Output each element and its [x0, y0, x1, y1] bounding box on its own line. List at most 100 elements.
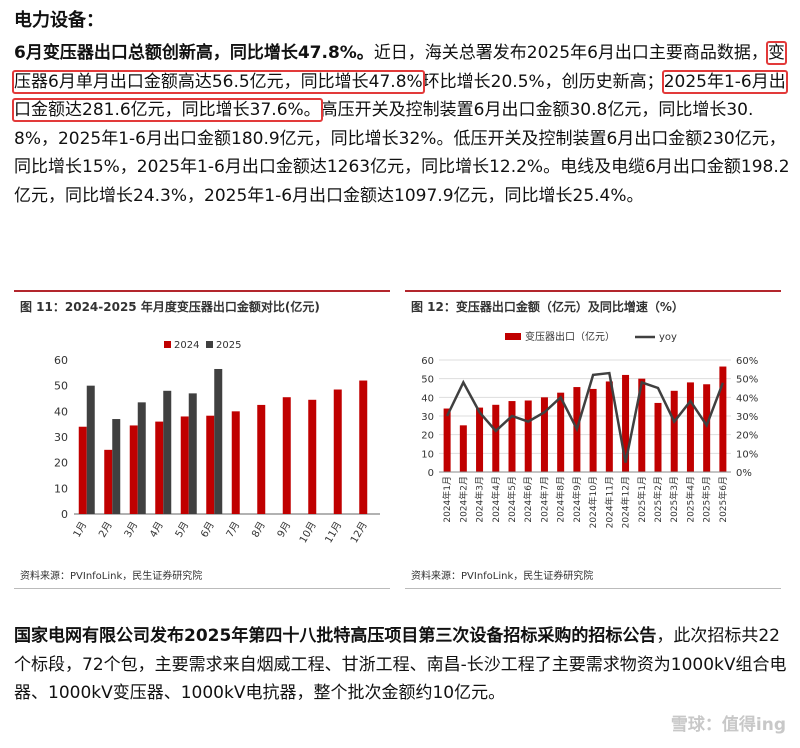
y-tick-label: 30	[54, 431, 68, 444]
y-right-tick-label: 0%	[736, 468, 752, 479]
legend-label: 变压器出口（亿元）	[525, 330, 615, 343]
x-tick-label: 2024年10月	[587, 476, 599, 528]
y-right-tick-label: 30%	[736, 412, 758, 423]
legend-label: yoy	[659, 332, 677, 343]
bar	[155, 421, 164, 514]
paragraph-text: 近日，海关总署发布2025年6月出口主要商品数据，	[373, 43, 768, 63]
x-tick-label: 2024年7月	[538, 476, 550, 523]
x-tick-label: 2025年4月	[684, 476, 696, 523]
x-tick-label: 7月	[224, 520, 243, 540]
chart-export-yoy: 图 12：变压器出口金额（亿元）及同比增速（%） 变压器出口（亿元） yoy 0 10…	[405, 290, 781, 589]
bar	[540, 397, 548, 472]
x-tick-label: 2025年3月	[668, 476, 680, 523]
bar	[257, 404, 266, 514]
y-right-tick-label: 20%	[736, 431, 758, 442]
y-tick-label: 10	[54, 482, 68, 495]
x-tick-label: 2024年1月	[441, 476, 453, 523]
x-tick-label: 6月	[198, 520, 217, 540]
bar	[492, 404, 500, 472]
x-tick-label: 11月	[323, 520, 345, 546]
x-tick-label: 2月	[96, 520, 115, 540]
bar	[214, 368, 223, 514]
bar	[476, 407, 484, 472]
x-tick-label: 1月	[71, 520, 90, 540]
x-tick-label: 2025年2月	[652, 476, 664, 523]
paragraph-text: ，此次招标共22个标段，72个包，主要需求来自烟威工程、甘浙工程、南昌-长沙工程…	[14, 626, 787, 703]
paragraph-headline: 国家电网有限公司发布2025年第四十八批特高压项目第三次设备招标采购的招标公告	[14, 626, 657, 646]
bar	[589, 388, 597, 472]
bar	[78, 426, 87, 514]
y-tick-label: 50	[54, 380, 68, 393]
chart-export-yoy-plot: 变压器出口（亿元） yoy 0 10 20 30 40 50 60 0% 10% 20% 30% 40% 5…	[421, 330, 758, 528]
bar	[333, 389, 342, 514]
bar	[86, 385, 95, 514]
x-tick-label: 9月	[275, 520, 294, 540]
y-right-tick-label: 10%	[736, 449, 758, 460]
bar	[686, 382, 694, 472]
x-tick-label: 2024年9月	[571, 476, 583, 523]
x-tick-label: 2024年2月	[457, 476, 469, 523]
y-tick-label: 0	[61, 508, 68, 521]
chart-monthly-comparison: 图 11：2024-2025 年月度变压器出口金额对比(亿元) 2024 2025…	[14, 290, 390, 589]
bar	[137, 402, 146, 514]
bar	[163, 390, 172, 514]
legend-label: 2025	[216, 340, 241, 351]
bar	[129, 425, 138, 514]
legend-label: 2024	[174, 340, 199, 351]
legend-swatch	[206, 341, 213, 348]
bar	[359, 380, 368, 514]
x-tick-label: 2024年11月	[603, 476, 615, 528]
x-tick-label: 2024年6月	[522, 476, 534, 523]
x-tick-label: 2025年6月	[717, 476, 729, 523]
bar	[654, 402, 662, 472]
chart-source: 资料来源：PVInfoLink，民生证券研究院	[411, 571, 594, 582]
y-tick-label: 30	[421, 412, 434, 423]
bar	[282, 397, 291, 514]
bar	[524, 400, 532, 472]
x-tick-label: 2025年5月	[701, 476, 713, 523]
bar	[443, 408, 451, 472]
highlight-monthly-export: 变压器6月单月出口金额高达56.5亿元，同比增长47.8%	[12, 41, 787, 94]
paragraph-transformer-export: 6月变压器出口总额创新高，同比增长47.8%。近日，海关总署发布2025年6月出…	[12, 39, 790, 210]
x-tick-label: 12月	[348, 520, 370, 546]
y-tick-label: 50	[421, 375, 434, 386]
chart-title: 图 11：2024-2025 年月度变压器出口金额对比(亿元)	[20, 300, 320, 314]
legend-swatch	[164, 341, 171, 348]
section-title: 电力设备：	[14, 10, 104, 31]
y-tick-label: 40	[421, 393, 434, 404]
y-tick-label: 10	[421, 449, 434, 460]
y-tick-label: 60	[54, 354, 68, 367]
bar	[206, 415, 215, 514]
x-tick-label: 4月	[147, 520, 166, 540]
x-tick-label: 2025年1月	[636, 476, 648, 523]
y-right-tick-label: 50%	[736, 375, 758, 386]
bar	[112, 419, 121, 514]
x-tick-label: 8月	[249, 520, 268, 540]
bar	[719, 366, 727, 472]
bar	[459, 425, 467, 472]
legend-swatch	[505, 333, 521, 340]
paragraph-text: 环比增长20.5%，创历史新高；	[422, 71, 664, 92]
x-tick-label: 10月	[297, 520, 319, 546]
x-tick-label: 2024年4月	[490, 476, 502, 523]
bar	[231, 411, 240, 514]
bar	[557, 392, 565, 472]
bar	[638, 378, 646, 472]
bar	[180, 416, 189, 514]
paragraph-text: 高压开关及控制装置6月出口金额30.8亿元，同比增长30.8%，2025年1-6…	[14, 100, 790, 206]
y-tick-label: 20	[54, 457, 68, 470]
y-right-tick-label: 40%	[736, 393, 758, 404]
paragraph-headline: 6月变压器出口总额创新高，同比增长47.8%。	[14, 43, 374, 63]
bar	[670, 390, 678, 472]
y-tick-label: 20	[421, 431, 434, 442]
bar	[308, 399, 317, 514]
x-tick-label: 2024年8月	[555, 476, 567, 523]
bar	[622, 374, 630, 472]
x-tick-label: 3月	[122, 520, 141, 540]
x-tick-label: 2024年3月	[474, 476, 486, 523]
chart-source: 资料来源：PVInfoLink，民生证券研究院	[20, 571, 203, 582]
highlight-halfyear-export: 2025年1-6月出口金额达281.6亿元，同比增长37.6%。	[12, 69, 788, 122]
x-tick-label: 2024年5月	[506, 476, 518, 523]
y-right-tick-label: 60%	[736, 356, 758, 367]
